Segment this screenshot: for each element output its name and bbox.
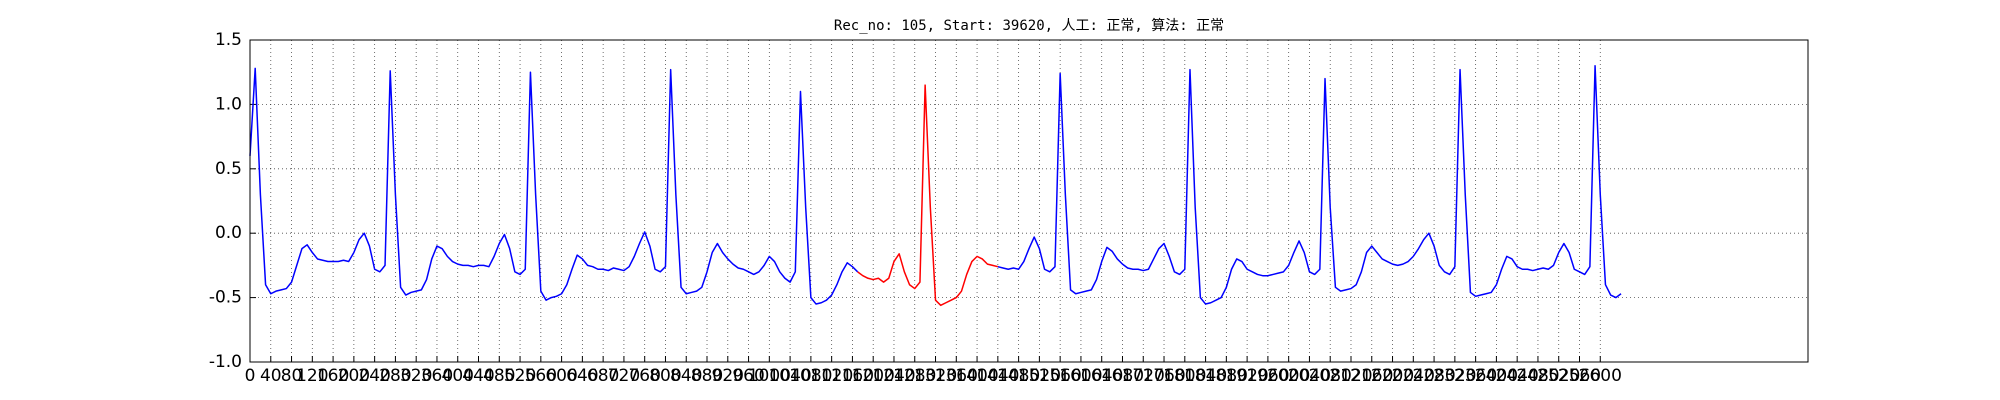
x-tick-label: 1760 [1142,366,1185,386]
x-tick-label: 2400 [1475,366,1518,386]
x-tick-label: 1360 [935,366,978,386]
x-tick-label: 360 [421,366,453,386]
x-tick-label: 2600 [1579,366,1622,386]
x-tick-label: 1520 [1018,366,1061,386]
x-tick-label: 120 [296,366,328,386]
x-tick-label: 1320 [914,366,957,386]
y-tick-label: 1.5 [215,30,242,50]
x-tick-label: 400 [442,366,474,386]
x-tick-label: 600 [545,366,577,386]
x-tick-label: 2440 [1496,366,1539,386]
x-tick-label: 520 [504,366,536,386]
x-tick-label: 280 [379,366,411,386]
x-tick-label: 560 [525,366,557,386]
y-tick-label: 0.5 [215,159,242,179]
x-tick-label: 880 [691,366,723,386]
ecg-line [249,67,859,305]
x-tick-label: 480 [483,366,515,386]
x-tick-label: 2080 [1309,366,1352,386]
x-tick-label: 1720 [1122,366,1165,386]
x-tick-label: 2520 [1537,366,1580,386]
x-tick-label: 1160 [831,366,874,386]
x-tick-label: 1280 [893,366,936,386]
plot-frame [249,39,1809,363]
tick-labels: 0 40 8012016020024028032036040044048052056… [209,30,1622,386]
x-tick-label: 1920 [1225,366,1268,386]
x-tick-label: 1960 [1246,366,1289,386]
x-tick-label: 2120 [1329,366,1372,386]
x-tick-label: 320 [400,366,432,386]
x-tick-label: 1600 [1059,366,1102,386]
x-tick-label: 1680 [1101,366,1144,386]
x-tick-label: 1800 [1163,366,1206,386]
x-tick-label: 2240 [1392,366,1435,386]
x-tick-label: 1000 [748,366,791,386]
y-tick-label: 1.0 [215,94,242,114]
y-tick-label: -0.5 [209,288,242,308]
x-tick-label: 2320 [1433,366,1476,386]
x-tick-label: 840 [670,366,702,386]
x-tick-label: 1440 [976,366,1019,386]
x-tick-label: 1840 [1184,366,1227,386]
x-tick-label: 920 [712,366,744,386]
x-tick-label: 200 [338,366,370,386]
x-tick-label: 1400 [955,366,998,386]
x-tick-label: 1240 [872,366,915,386]
plot-lines [249,65,1622,307]
x-tick-label: 760 [628,366,660,386]
x-tick-label: 440 [462,366,494,386]
x-tick-label: 1880 [1205,366,1248,386]
x-tick-label: 1120 [810,366,853,386]
x-tick-label: 2360 [1454,366,1497,386]
ecg-line [997,65,1622,305]
y-tick-label: -1.0 [209,352,242,372]
x-tick-label: 640 [566,366,598,386]
x-tick-label: 1200 [852,366,895,386]
x-tick-label: 2160 [1350,366,1393,386]
x-tick-label: 80 [281,366,303,386]
y-tick-label: 0.0 [215,223,242,243]
x-tick-label: 2000 [1267,366,1310,386]
x-tick-label: 2480 [1516,366,1559,386]
x-tick-label: 160 [317,366,349,386]
x-tick-label: 1080 [789,366,832,386]
ecg-line [857,84,999,307]
x-tick-label: 2200 [1371,366,1414,386]
x-tick-label: 1560 [1039,366,1082,386]
x-tick-label: 1480 [997,366,1040,386]
grid [249,39,1808,363]
x-tick-label: 2280 [1412,366,1455,386]
x-tick-label: 800 [649,366,681,386]
x-tick-label: 0 [245,366,256,386]
chart-title: Rec_no: 105, Start: 39620, 人工: 正常, 算法: 正… [834,18,1224,34]
x-tick-label: 1640 [1080,366,1123,386]
x-tick-label: 680 [587,366,619,386]
x-tick-label: 240 [358,366,390,386]
x-tick-label: 720 [608,366,640,386]
x-tick-label: 960 [732,366,764,386]
x-tick-label: 2040 [1288,366,1331,386]
x-tick-label: 2560 [1558,366,1601,386]
x-tick-label: 40 [260,366,282,386]
x-tick-label: 1040 [768,366,811,386]
